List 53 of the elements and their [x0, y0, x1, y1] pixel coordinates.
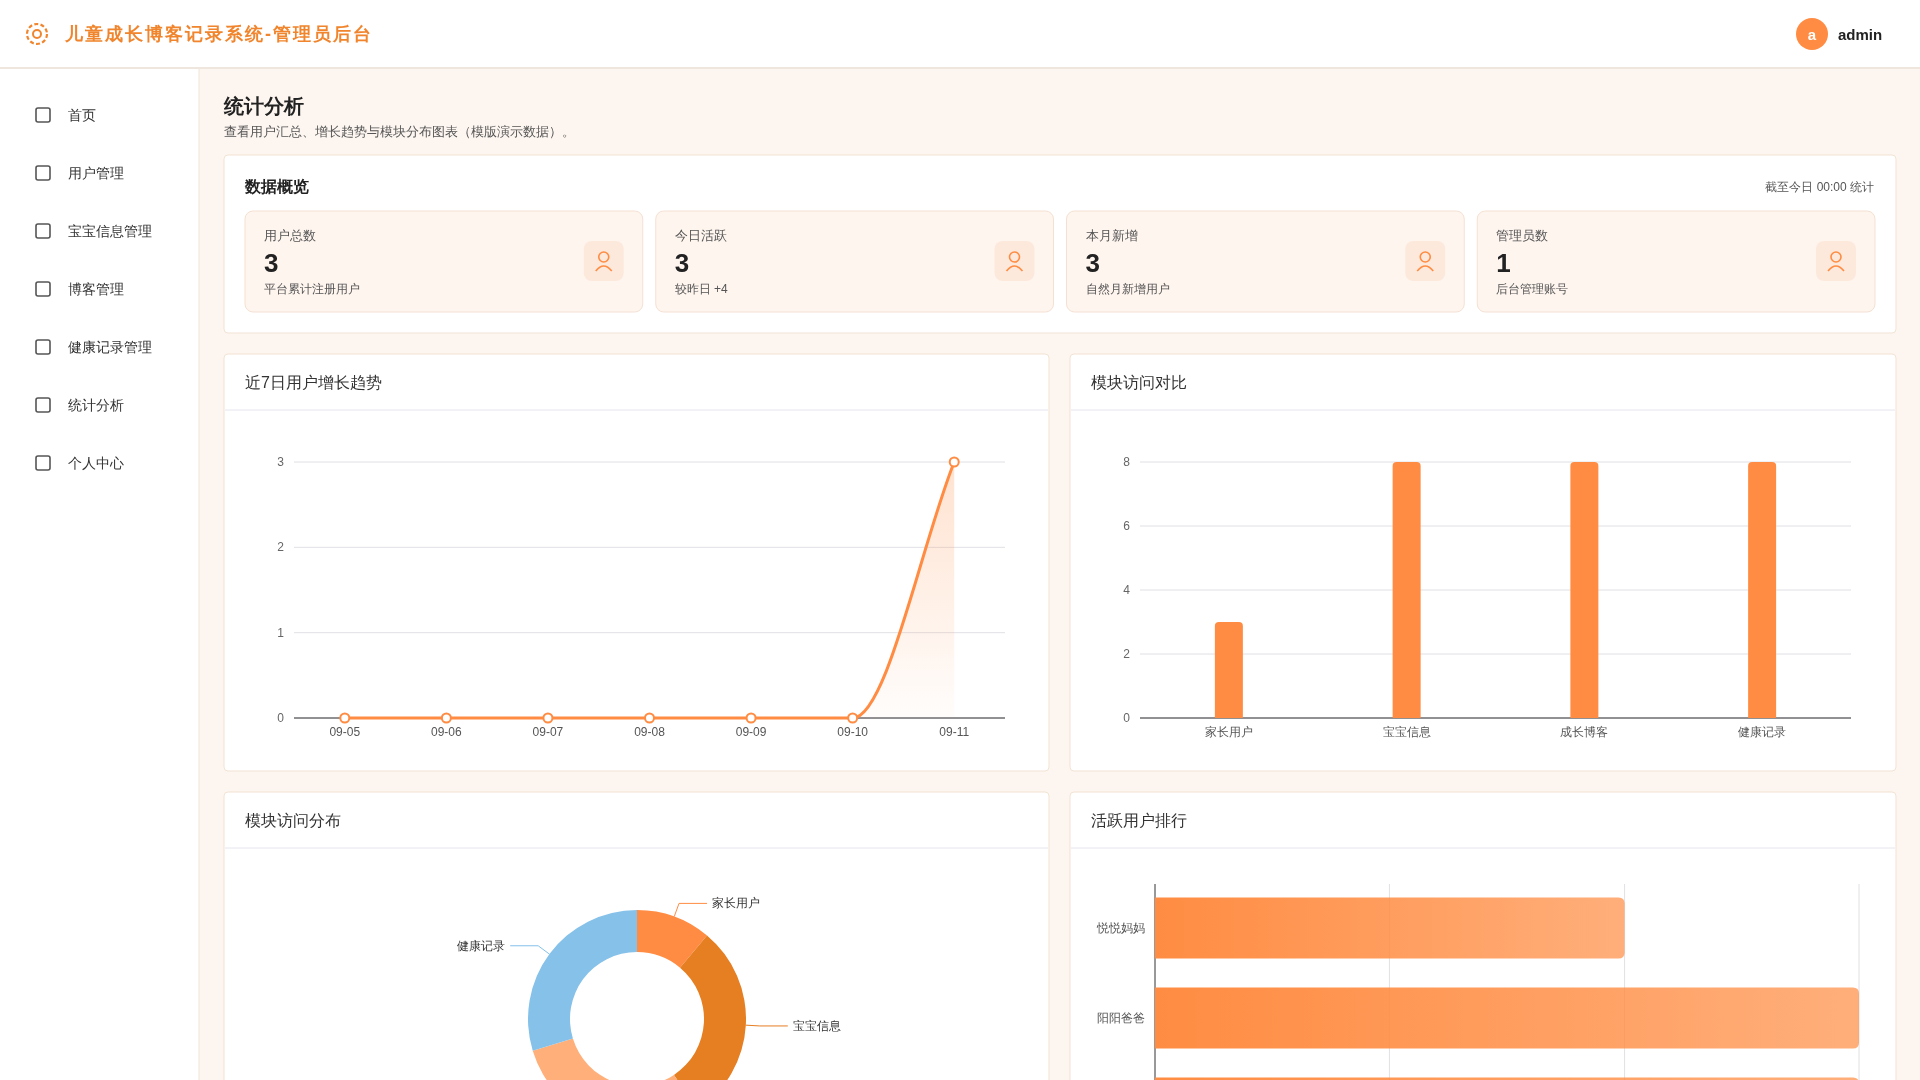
text: admin [1838, 25, 1883, 43]
x-tick-label: 家长用户 [1204, 725, 1253, 739]
text: 统计分析 [223, 95, 304, 117]
y-tick-label: 悦悦妈妈 [1096, 921, 1145, 935]
category-label: 管理员数 [1496, 227, 1549, 243]
y-tick-label: 阳阳爸爸 [1097, 1011, 1145, 1025]
category-label: 本月新增 [1085, 227, 1138, 243]
data-label: 1 [1496, 248, 1511, 278]
slice-label: 宝宝信息 [792, 1018, 841, 1033]
x-tick-label: 09-06 [431, 725, 463, 739]
y-tick-label: 3 [277, 455, 285, 469]
y-tick-label: 1 [277, 625, 285, 640]
x-tick-label: 成长博客 [1560, 725, 1609, 739]
chart-title: 模块访问对比 [1091, 373, 1187, 391]
x-tick-label: 09-10 [837, 725, 869, 739]
y-tick-label: 0 [277, 711, 285, 725]
slice-label: 家长用户 [712, 896, 761, 911]
category-label: 用户总数 [264, 227, 316, 243]
y-tick-label: 2 [277, 540, 285, 555]
text: a [1807, 25, 1817, 43]
text: 截至今日 00:00 统计 [1765, 180, 1874, 194]
category-label: 健康记录管理 [68, 339, 152, 355]
category-label: 今日活跃 [674, 227, 727, 243]
text: 模块访问分布 [245, 811, 341, 829]
y-tick-label: 2 [1123, 647, 1131, 661]
category-label: 首页 [68, 107, 96, 123]
x-tick-label: 09-08 [634, 725, 666, 739]
y-tick-label: 6 [1123, 519, 1131, 533]
chart-title: 活跃用户排行 [1091, 811, 1187, 829]
text: 查看用户汇总、增长趋势与模块分布图表（模版演示数据）。 [224, 123, 575, 139]
text: 较昨日 +4 [674, 282, 729, 296]
y-tick-label: 4 [1123, 583, 1131, 597]
x-tick-label: 宝宝信息 [1382, 725, 1431, 739]
category-label: 博客管理 [68, 281, 124, 297]
slice-label: 健康记录 [457, 938, 506, 953]
category-label: 统计分析 [68, 397, 124, 413]
y-tick-label: 8 [1123, 455, 1131, 469]
category-label: 用户管理 [68, 165, 124, 181]
text: 自然月新增用户 [1085, 282, 1170, 296]
chart-title: 近7日用户增长趋势 [245, 373, 382, 391]
y-tick-label: 0 [1123, 711, 1131, 725]
text: 儿童成长博客记录系统-管理员后台 [64, 24, 373, 44]
text: 数据概览 [244, 177, 309, 195]
category-label: 个人中心 [68, 455, 124, 471]
x-tick-label: 09-11 [939, 725, 970, 739]
data-label: 3 [674, 248, 690, 278]
text: 后台管理账号 [1496, 282, 1569, 296]
x-tick-label: 健康记录 [1738, 725, 1787, 739]
x-tick-label: 09-05 [329, 725, 361, 739]
x-tick-label: 09-09 [735, 725, 767, 739]
text: 平台累计注册用户 [264, 282, 360, 296]
x-tick-label: 09-07 [532, 725, 564, 739]
category-label: 宝宝信息管理 [68, 223, 152, 239]
